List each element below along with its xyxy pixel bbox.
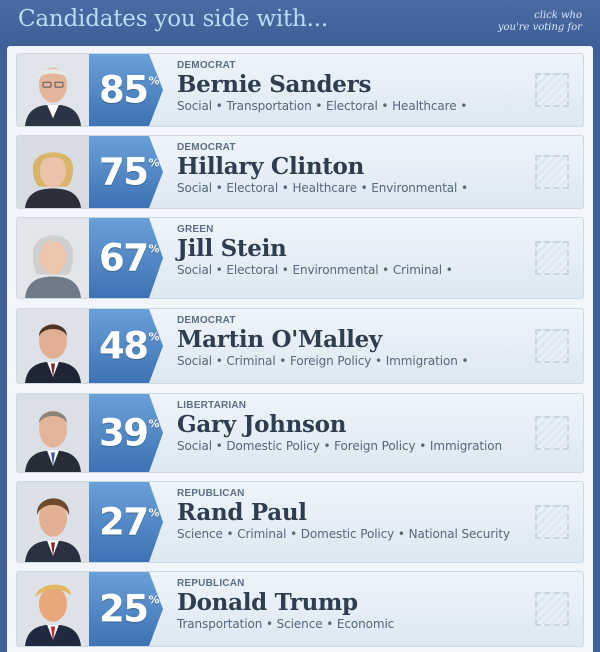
party-label: DEMOCRAT: [177, 60, 236, 71]
voting-hint-line2: you're voting for: [497, 22, 582, 33]
rand-paul-photo: [17, 482, 89, 562]
vote-checkbox[interactable]: [535, 505, 569, 539]
party-label: DEMOCRAT: [177, 142, 236, 153]
match-percent: 67%: [99, 236, 160, 280]
match-badge: 25%: [17, 572, 163, 646]
vote-checkbox[interactable]: [535, 241, 569, 275]
martin-omalley-photo: [17, 309, 89, 383]
gary-johnson-photo: [17, 394, 89, 472]
match-badge: 67%: [17, 218, 163, 298]
candidate-name: Gary Johnson: [177, 411, 347, 438]
jill-stein-photo: [17, 218, 89, 298]
vote-checkbox[interactable]: [535, 592, 569, 626]
candidate-name: Donald Trump: [177, 589, 358, 616]
voting-hint: click who you're voting for: [482, 10, 582, 34]
candidate-card-bernie-sanders[interactable]: 85% DEMOCRAT Bernie Sanders Social • Tra…: [16, 53, 584, 127]
match-badge: 39%: [17, 394, 163, 472]
page-title: Candidates you side with...: [18, 6, 329, 32]
agreement-topics: Social • Electoral • Healthcare • Enviro…: [177, 181, 468, 195]
candidate-name: Rand Paul: [177, 499, 307, 526]
candidate-card-martin-omalley[interactable]: 48% DEMOCRAT Martin O'Malley Social • Cr…: [16, 308, 584, 384]
donald-trump-photo: [17, 572, 89, 646]
candidate-card-hillary-clinton[interactable]: 75% DEMOCRAT Hillary Clinton Social • El…: [16, 135, 584, 209]
vote-checkbox[interactable]: [535, 329, 569, 363]
match-percent: 27%: [99, 500, 160, 544]
agreement-topics: Transportation • Science • Economic: [177, 617, 395, 631]
vote-checkbox[interactable]: [535, 155, 569, 189]
party-label: DEMOCRAT: [177, 315, 236, 326]
candidate-name: Hillary Clinton: [177, 153, 365, 180]
match-percent: 25%: [99, 587, 160, 631]
candidate-card-rand-paul[interactable]: 27% REPUBLICAN Rand Paul Science • Crimi…: [16, 481, 584, 563]
match-percent: 48%: [99, 324, 160, 368]
party-label: REPUBLICAN: [177, 488, 245, 499]
agreement-topics: Science • Criminal • Domestic Policy • N…: [177, 527, 510, 541]
party-label: GREEN: [177, 224, 214, 235]
bernie-sanders-photo: [17, 54, 89, 126]
match-percent: 85%: [99, 68, 160, 112]
candidate-card-jill-stein[interactable]: 67% GREEN Jill Stein Social • Electoral …: [16, 217, 584, 299]
agreement-topics: Social • Criminal • Foreign Policy • Imm…: [177, 354, 469, 368]
party-label: REPUBLICAN: [177, 578, 245, 589]
candidate-name: Martin O'Malley: [177, 326, 382, 353]
agreement-topics: Social • Transportation • Electoral • He…: [177, 99, 468, 113]
header: Candidates you side with... click who yo…: [0, 0, 600, 46]
agreement-topics: Social • Domestic Policy • Foreign Polic…: [177, 439, 502, 453]
match-badge: 27%: [17, 482, 163, 562]
candidate-list: 85% DEMOCRAT Bernie Sanders Social • Tra…: [7, 46, 593, 652]
candidate-name: Bernie Sanders: [177, 71, 372, 98]
candidate-name: Jill Stein: [177, 235, 287, 262]
voting-hint-line1: click who: [534, 10, 582, 21]
hillary-clinton-photo: [17, 136, 89, 208]
candidate-card-gary-johnson[interactable]: 39% LIBERTARIAN Gary Johnson Social • Do…: [16, 393, 584, 473]
match-percent: 75%: [99, 150, 160, 194]
match-badge: 85%: [17, 54, 163, 126]
vote-checkbox[interactable]: [535, 73, 569, 107]
candidate-card-donald-trump[interactable]: 25% REPUBLICAN Donald Trump Transportati…: [16, 571, 584, 647]
match-badge: 48%: [17, 309, 163, 383]
party-label: LIBERTARIAN: [177, 400, 247, 411]
agreement-topics: Social • Electoral • Environmental • Cri…: [177, 263, 453, 277]
vote-checkbox[interactable]: [535, 416, 569, 450]
match-percent: 39%: [99, 411, 160, 455]
match-badge: 75%: [17, 136, 163, 208]
